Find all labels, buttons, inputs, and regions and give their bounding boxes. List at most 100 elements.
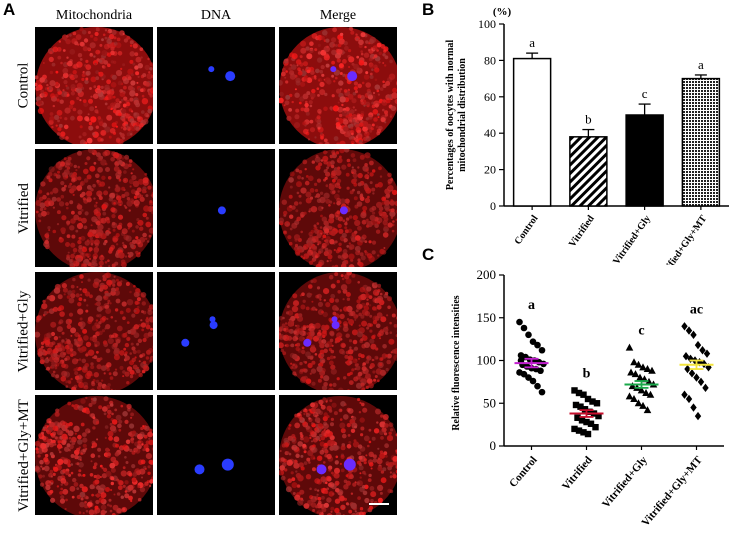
bar	[512, 57, 552, 207]
data-point	[699, 346, 706, 355]
y-tick-label: 60	[484, 90, 496, 104]
data-point	[538, 346, 546, 354]
significance-letter: ac	[690, 302, 703, 317]
data-point	[639, 401, 647, 409]
data-point	[690, 330, 697, 340]
y-tick-label: 20	[484, 163, 496, 177]
data-point	[645, 377, 653, 385]
panel-b-letter: B	[422, 0, 435, 19]
significance-letter: a	[528, 298, 535, 313]
y-tick-label: 150	[477, 310, 497, 325]
data-point	[525, 374, 532, 381]
micrograph-vitrified-gly-mt-mitochondria	[35, 395, 153, 515]
data-point	[646, 390, 655, 398]
data-point	[625, 392, 634, 400]
y-tick-label: 50	[483, 395, 496, 410]
micrograph-vitrified-gly-mt-merge	[279, 395, 397, 515]
x-tick-label: Control	[513, 213, 541, 247]
micrograph-control-dna	[157, 27, 275, 144]
data-point	[592, 423, 599, 431]
y-tick-label: 100	[477, 353, 497, 368]
data-point	[690, 403, 697, 412]
data-point	[634, 399, 643, 407]
y-tick-label: 200	[477, 267, 497, 282]
data-point	[684, 364, 691, 374]
y-axis-label: Percentages of oocytes with normalmitoch…	[445, 40, 468, 191]
data-point	[694, 411, 702, 421]
x-tick-label: Vitrified+Gly+MT	[640, 454, 706, 529]
data-point	[693, 373, 700, 382]
data-point	[520, 324, 528, 332]
data-point	[538, 388, 546, 396]
micrograph-vitrified-dna	[157, 149, 275, 267]
significance-letter: c	[642, 86, 648, 101]
data-point	[589, 398, 596, 405]
data-point	[631, 370, 640, 378]
x-tick-label: Vitrified+Gly	[600, 454, 650, 511]
data-point	[571, 425, 578, 433]
data-point	[685, 326, 693, 335]
micrograph-vitrified-gly-mitochondria	[35, 272, 153, 390]
panel-a-letter: A	[3, 0, 16, 19]
y-tick-label: 0	[490, 199, 496, 213]
scatter-chart: 0 50 100 150 200 Relative fluorescence intens…	[451, 267, 724, 529]
data-point	[587, 420, 595, 427]
data-point	[577, 403, 584, 410]
data-point	[586, 408, 593, 415]
y-tick-label: 40	[484, 126, 496, 140]
scale-bar	[369, 503, 389, 505]
data-point	[643, 365, 652, 373]
column-header-mitochondria: Mitochondria	[55, 8, 133, 23]
y-tick-label: 80	[484, 53, 496, 67]
bar	[569, 136, 608, 207]
data-point	[642, 388, 650, 396]
data-point	[648, 366, 656, 374]
significance-letter: b	[585, 112, 592, 127]
data-point	[580, 429, 587, 436]
bar	[625, 114, 664, 207]
bar	[681, 77, 721, 207]
data-point	[625, 343, 634, 351]
data-point	[681, 390, 688, 399]
data-point	[630, 394, 638, 402]
micrograph-vitrified-merge	[279, 149, 397, 267]
data-point	[525, 331, 532, 339]
micrograph-control-merge	[279, 27, 397, 144]
x-tick-label: Control	[507, 454, 540, 490]
data-point	[572, 401, 580, 409]
micrograph-vitrified-gly-dna	[157, 272, 275, 390]
data-point	[595, 412, 602, 420]
panel-c-letter: C	[422, 245, 435, 264]
data-point	[703, 349, 711, 358]
significance-letter: a	[529, 35, 535, 50]
data-point	[584, 430, 592, 438]
row-label-vitrified: Vitrified	[15, 182, 32, 234]
data-point	[534, 341, 541, 349]
data-point	[520, 370, 528, 378]
data-point	[580, 391, 587, 398]
data-point	[529, 377, 537, 385]
data-point	[583, 418, 590, 426]
significance-letter: b	[583, 366, 591, 381]
y-tick-label: 0	[490, 438, 497, 453]
data-point	[643, 406, 652, 414]
data-point	[639, 363, 647, 371]
column-header-dna: DNA	[200, 8, 232, 23]
data-point	[702, 383, 709, 393]
data-point	[529, 338, 537, 345]
data-point	[628, 382, 637, 390]
data-point	[681, 322, 688, 331]
data-point	[697, 377, 705, 387]
y-tick-label: 100	[478, 17, 496, 31]
data-point	[575, 389, 583, 397]
data-point	[584, 395, 592, 403]
micrograph-vitrified-gly-mt-dna	[157, 395, 275, 515]
micrograph-control-mitochondria	[35, 27, 153, 144]
data-point	[637, 386, 646, 394]
micrograph-vitrified-gly-merge	[279, 272, 397, 390]
x-tick-label: Vitrified	[567, 213, 597, 249]
data-point	[688, 369, 696, 378]
row-label-vitrified-gly-mt: Vitrified+Gly+MT	[15, 398, 32, 512]
data-point	[694, 340, 702, 350]
data-point	[571, 387, 578, 394]
